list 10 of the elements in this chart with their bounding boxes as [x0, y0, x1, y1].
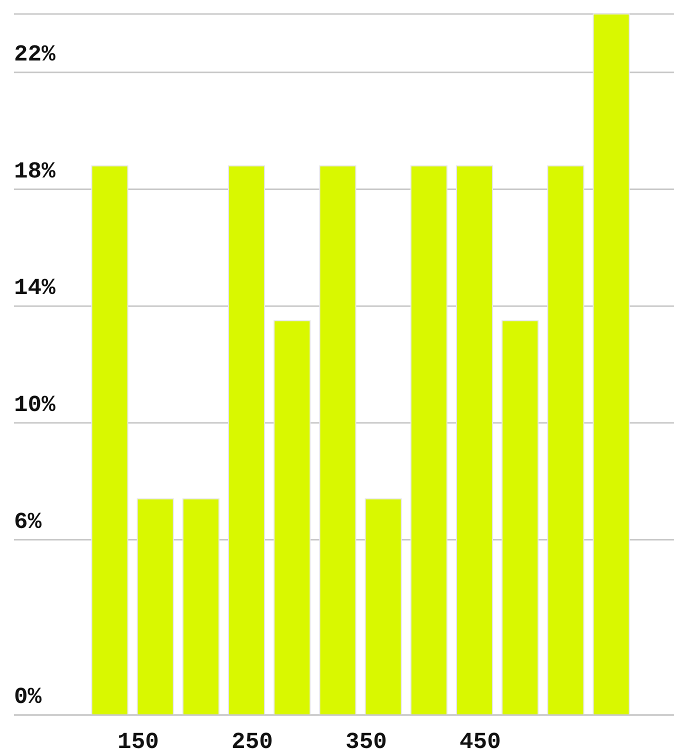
y-tick-label: 22% [14, 41, 56, 68]
y-tick-label: 10% [14, 392, 56, 418]
x-tick-label: 450 [460, 729, 501, 755]
y-tick-label: 0% [14, 684, 42, 710]
x-tick-label: 150 [118, 729, 159, 755]
x-tick-label: 250 [232, 729, 273, 755]
y-tick-label: 14% [14, 275, 56, 302]
y-tick-label: 6% [14, 508, 42, 535]
x-tick-label: 350 [346, 729, 387, 755]
y-tick-label: 18% [14, 158, 56, 184]
